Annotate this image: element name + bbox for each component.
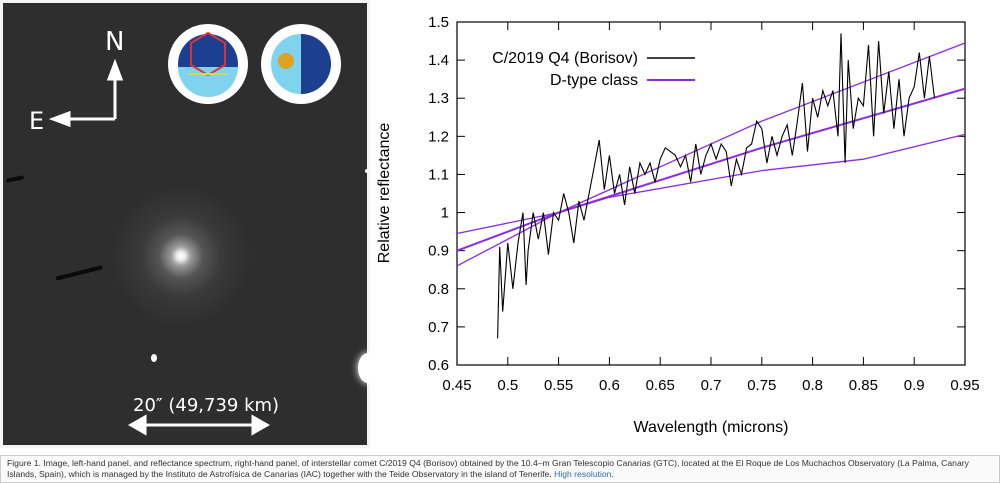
- y-tick-label: 1: [441, 205, 449, 222]
- east-label: E: [29, 107, 45, 135]
- x-tick-label: 0.8: [802, 377, 823, 394]
- legend-label-borisov: C/2019 Q4 (Borisov): [492, 50, 638, 67]
- star: [365, 169, 369, 173]
- series-dtype-line-1: [456, 87, 966, 252]
- star: [358, 353, 378, 383]
- x-tick-label: 0.9: [904, 377, 925, 394]
- y-tick-label: 0.8: [428, 281, 449, 298]
- y-tick-label: 0.9: [428, 243, 449, 260]
- star: [151, 354, 157, 362]
- gtc-logo: [168, 24, 248, 104]
- x-tick-label: 0.6: [599, 377, 620, 394]
- x-tick-label: 0.85: [849, 377, 878, 394]
- series-dtype-line-3: [456, 133, 966, 235]
- scale-label: 20″ (49,739 km): [133, 395, 280, 416]
- y-axis-label: Relative reflectance: [376, 123, 393, 264]
- x-tick-label: 0.45: [442, 377, 471, 394]
- comet-image: N E 20″ (49,739 km): [0, 0, 378, 448]
- y-tick-label: 1.1: [428, 166, 449, 183]
- caption-text: Figure 1. Image, left-hand panel, and re…: [7, 458, 969, 479]
- x-tick-label: 0.5: [497, 377, 518, 394]
- x-axis-label: Wavelength (microns): [633, 419, 788, 436]
- y-tick-label: 0.7: [428, 319, 449, 336]
- x-tick-label: 0.7: [701, 377, 722, 394]
- iac-logo: [261, 24, 341, 104]
- compass-arrows: [48, 24, 341, 436]
- north-label: N: [105, 27, 125, 57]
- y-tick-label: 1.2: [428, 128, 449, 145]
- y-tick-label: 1.4: [428, 52, 449, 69]
- high-resolution-link[interactable]: High resolution: [554, 469, 612, 479]
- legend-label-dtype: D-type class: [550, 72, 638, 89]
- x-tick-label: 0.95: [950, 377, 979, 394]
- y-tick-label: 0.6: [428, 357, 449, 374]
- scale-bar: [127, 414, 271, 436]
- x-tick-label: 0.55: [544, 377, 573, 394]
- series-dtype-line-2: [456, 42, 966, 267]
- reflectance-chart: 0.45 0.5 0.55 0.6 0.65 0.7 0.75 0.8 0.85 0.9 0.95 0…: [376, 14, 980, 436]
- x-tick-label: 0.75: [747, 377, 776, 394]
- x-tick-label: 0.65: [646, 377, 675, 394]
- y-tick-label: 1.3: [428, 90, 449, 107]
- series-borisov-line: [497, 33, 936, 339]
- y-tick-label: 1.5: [428, 14, 449, 31]
- figure-caption: Figure 1. Image, left-hand panel, and re…: [0, 455, 1000, 483]
